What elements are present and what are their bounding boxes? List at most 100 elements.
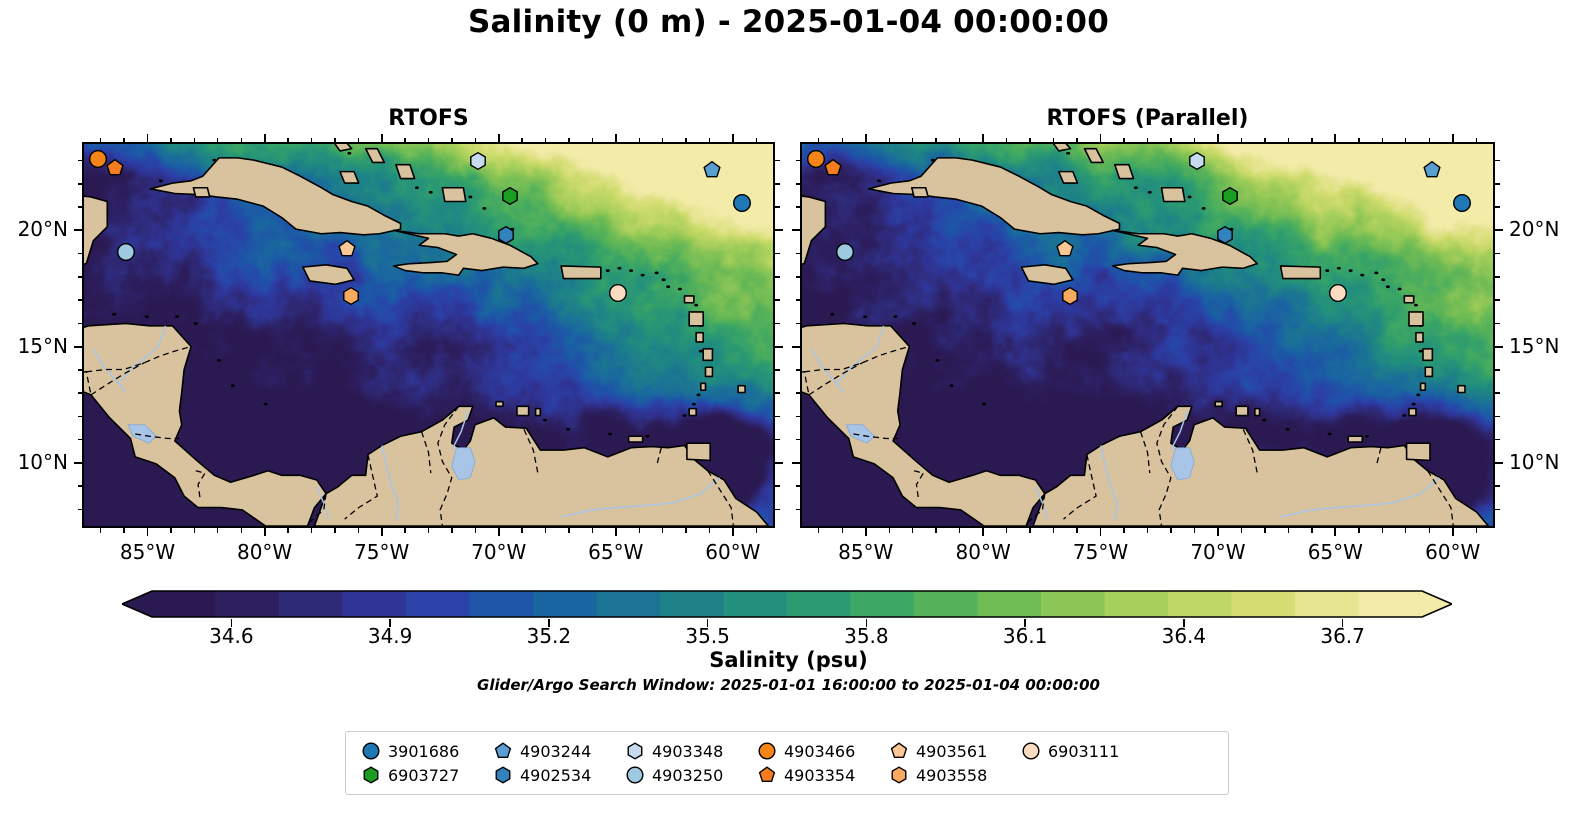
platform-marker-3901686[interactable] <box>733 193 752 216</box>
legend-item-3901686[interactable]: 3901686 <box>358 739 490 763</box>
y-tick-minor-left <box>77 183 82 185</box>
islet-speck <box>1201 207 1206 210</box>
y-tick-minor-right <box>1495 159 1500 162</box>
y-tick-minor-right <box>775 276 780 278</box>
platform-marker-3901686[interactable] <box>1453 193 1472 216</box>
platform-marker-4903561[interactable] <box>1056 240 1075 263</box>
y-tick-major-right <box>775 461 783 464</box>
legend-item-4903354[interactable]: 4903354 <box>754 763 886 787</box>
colorbar-tick-label: 36.1 <box>1002 624 1048 648</box>
platform-marker-4903244[interactable] <box>1422 161 1441 184</box>
platform-marker-4903348[interactable] <box>1187 151 1206 174</box>
panel-title-rtofs-parallel: RTOFS (Parallel) <box>1046 106 1249 131</box>
x-tick-major-top <box>614 134 617 142</box>
river <box>118 325 167 384</box>
legend-item-6903727[interactable]: 6903727 <box>358 763 490 787</box>
islet-speck <box>666 285 671 289</box>
x-axis-label: 75°W <box>1072 540 1129 564</box>
islet-speck <box>698 349 703 353</box>
platform-marker-4902534[interactable] <box>496 226 515 249</box>
colorbar-tick-label: 34.6 <box>209 624 254 648</box>
colorbar-band <box>787 591 851 617</box>
landmass-guadeloupe <box>688 311 705 327</box>
landmass-dominica <box>695 331 705 343</box>
x-tick-major <box>1451 528 1454 536</box>
x-tick-minor <box>1287 528 1290 533</box>
map-panel-rtofs-parallel[interactable] <box>800 142 1495 528</box>
lake-nicaragua <box>845 424 875 444</box>
platform-marker-4903244[interactable] <box>702 161 721 184</box>
platform-marker-4903466[interactable] <box>807 149 826 172</box>
landmass-trinidad <box>1405 442 1431 462</box>
colorbar-band <box>1358 591 1423 617</box>
islet-speck <box>1360 273 1365 277</box>
legend-item-4903250[interactable]: 4903250 <box>622 763 754 787</box>
landmass-hispaniola <box>1111 229 1259 276</box>
legend-item-4903348[interactable]: 4903348 <box>622 739 754 763</box>
x-tick-minor-top <box>357 137 359 142</box>
landmass-curacao <box>1235 405 1249 417</box>
islet-speck <box>230 384 235 388</box>
legend-marker-circle-icon <box>1018 742 1044 760</box>
platform-marker-6903111[interactable] <box>609 284 628 307</box>
legend-label: 4903244 <box>520 741 592 761</box>
colorbar-tick-label: 34.9 <box>367 624 413 648</box>
country-border <box>913 470 925 501</box>
platform-marker-6903111[interactable] <box>1328 284 1347 307</box>
platform-marker-4903561[interactable] <box>337 240 356 263</box>
platform-marker-4903354[interactable] <box>823 158 842 181</box>
y-tick-minor-right <box>775 392 780 394</box>
platform-marker-4903354[interactable] <box>105 158 124 181</box>
colorbar[interactable] <box>122 589 1452 619</box>
legend-item-4903561[interactable]: 4903561 <box>886 739 1018 763</box>
colorbar-tick <box>389 619 391 627</box>
lake-maracaibo <box>1170 447 1195 481</box>
map-panel-rtofs[interactable] <box>82 142 775 528</box>
country-border <box>420 431 432 474</box>
platform-marker-4902534[interactable] <box>1215 226 1234 249</box>
x-tick-major-top <box>731 134 734 142</box>
landmass-martinique <box>702 348 714 362</box>
islet-speck <box>694 303 699 307</box>
legend-item-4902534[interactable]: 4902534 <box>490 763 622 787</box>
platform-marker-4903250[interactable] <box>117 242 136 265</box>
colorbar-band <box>1295 591 1359 617</box>
x-tick-minor-top <box>755 137 757 142</box>
platform-marker-4903348[interactable] <box>468 151 487 174</box>
legend-item-4903466[interactable]: 4903466 <box>754 739 886 763</box>
legend-marker-pentagon-icon <box>886 742 912 760</box>
x-tick-major-top <box>1334 134 1337 142</box>
y-tick-minor-right <box>1495 485 1500 487</box>
platform-marker-6903727[interactable] <box>501 186 520 209</box>
legend-label: 4903348 <box>652 741 724 761</box>
islet-speck <box>1187 195 1192 199</box>
country-border <box>84 371 92 396</box>
legend-item-4903244[interactable]: 4903244 <box>490 739 622 763</box>
river <box>1100 445 1118 522</box>
platform-marker-4903466[interactable] <box>89 149 108 172</box>
platform-marker-4903558[interactable] <box>1061 286 1080 309</box>
legend-item-4903558[interactable]: 4903558 <box>886 763 1018 787</box>
colorbar-band <box>152 591 216 617</box>
x-axis-label: 65°W <box>1307 540 1363 564</box>
landmass-aruba <box>1214 400 1223 408</box>
colorbar-tick <box>548 619 550 627</box>
islet-speck <box>1147 190 1152 194</box>
x-tick-minor <box>912 528 914 533</box>
landmass-bahama4 <box>395 163 416 180</box>
colorbar-tick <box>1341 619 1344 627</box>
x-tick-minor <box>638 528 640 533</box>
platform-marker-4903558[interactable] <box>342 286 361 309</box>
x-tick-minor-top <box>1170 137 1172 142</box>
x-tick-minor-top <box>708 137 711 142</box>
islet-speck <box>1327 432 1332 436</box>
islet-speck <box>949 384 954 388</box>
x-tick-minor-top <box>1123 137 1125 142</box>
legend-item-6903111[interactable]: 6903111 <box>1018 739 1150 763</box>
y-tick-minor-left <box>77 415 82 418</box>
islet-speck <box>682 414 687 417</box>
platform-marker-6903727[interactable] <box>1220 186 1239 209</box>
platform-marker-4903250[interactable] <box>835 242 854 265</box>
country-border <box>804 345 910 373</box>
x-tick-minor-top <box>170 137 172 142</box>
